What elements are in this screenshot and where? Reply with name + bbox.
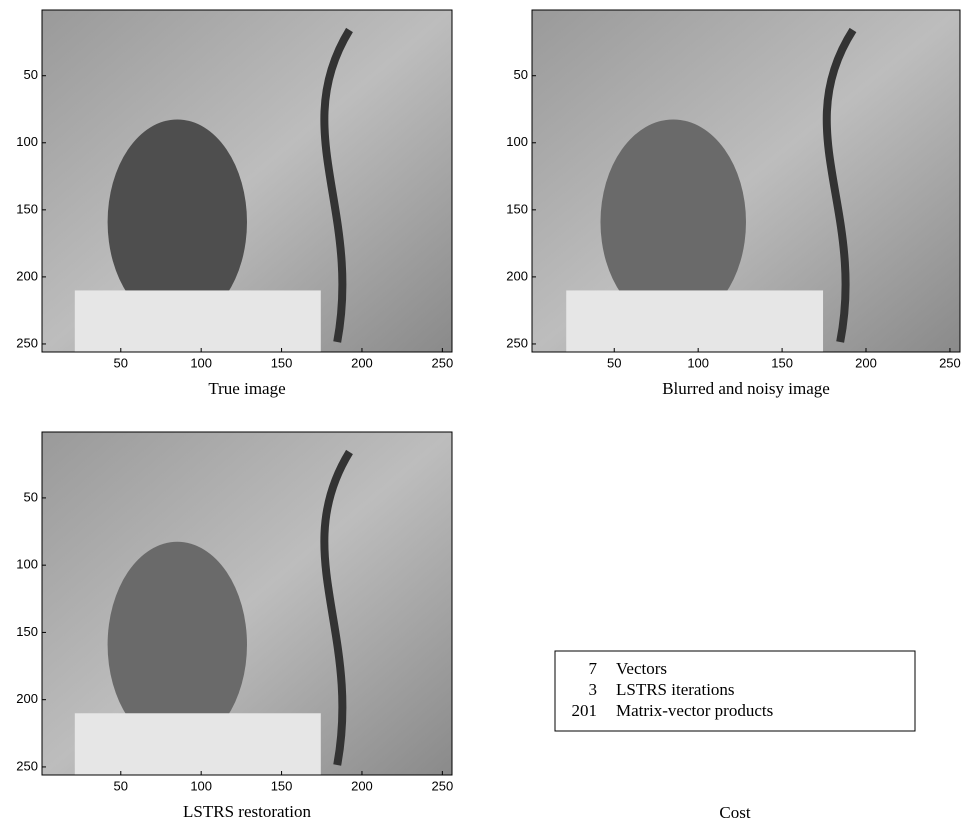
y-tick-label: 250 xyxy=(16,758,38,773)
y-tick-label: 50 xyxy=(24,489,38,504)
cost-label: LSTRS iterations xyxy=(616,680,735,699)
x-tick-label: 50 xyxy=(607,355,621,370)
x-tick-label: 150 xyxy=(271,355,293,370)
x-tick-label: 250 xyxy=(432,355,454,370)
y-tick-label: 250 xyxy=(16,335,38,350)
cost-count: 3 xyxy=(589,680,598,699)
x-tick-label: 150 xyxy=(271,778,293,793)
y-tick-label: 100 xyxy=(16,134,38,149)
cost-caption: Cost xyxy=(719,803,750,822)
cost-label: Vectors xyxy=(616,659,667,678)
y-tick-label: 150 xyxy=(506,201,528,216)
x-tick-label: 50 xyxy=(114,355,128,370)
y-tick-label: 150 xyxy=(16,201,38,216)
x-tick-label: 250 xyxy=(939,355,961,370)
x-tick-label: 100 xyxy=(190,778,212,793)
x-tick-label: 200 xyxy=(351,778,373,793)
x-tick-label: 200 xyxy=(351,355,373,370)
caption: True image xyxy=(208,379,285,398)
image-object xyxy=(566,290,823,352)
y-tick-label: 50 xyxy=(24,67,38,82)
x-tick-label: 200 xyxy=(855,355,877,370)
y-tick-label: 200 xyxy=(16,691,38,706)
page: 50 100 150 200 250 50 100 150 200 250 True image 50… xyxy=(0,0,964,825)
cost-count: 7 xyxy=(589,659,598,678)
y-tick-label: 200 xyxy=(506,268,528,283)
caption: LSTRS restoration xyxy=(183,802,311,821)
x-tick-label: 100 xyxy=(687,355,709,370)
x-tick-label: 100 xyxy=(190,355,212,370)
cost-count: 201 xyxy=(572,701,598,720)
cost-label: Matrix-vector products xyxy=(616,701,773,720)
y-tick-label: 50 xyxy=(514,67,528,82)
y-tick-label: 250 xyxy=(506,335,528,350)
caption: Blurred and noisy image xyxy=(662,379,830,398)
y-tick-label: 200 xyxy=(16,268,38,283)
x-tick-label: 250 xyxy=(432,778,454,793)
image-object xyxy=(75,713,321,775)
figure: 50 100 150 200 250 50 100 150 200 250 True image 50… xyxy=(0,0,964,825)
y-tick-label: 100 xyxy=(506,134,528,149)
x-tick-label: 50 xyxy=(114,778,128,793)
image-object xyxy=(75,290,321,352)
y-tick-label: 150 xyxy=(16,624,38,639)
y-tick-label: 100 xyxy=(16,557,38,572)
x-tick-label: 150 xyxy=(771,355,793,370)
